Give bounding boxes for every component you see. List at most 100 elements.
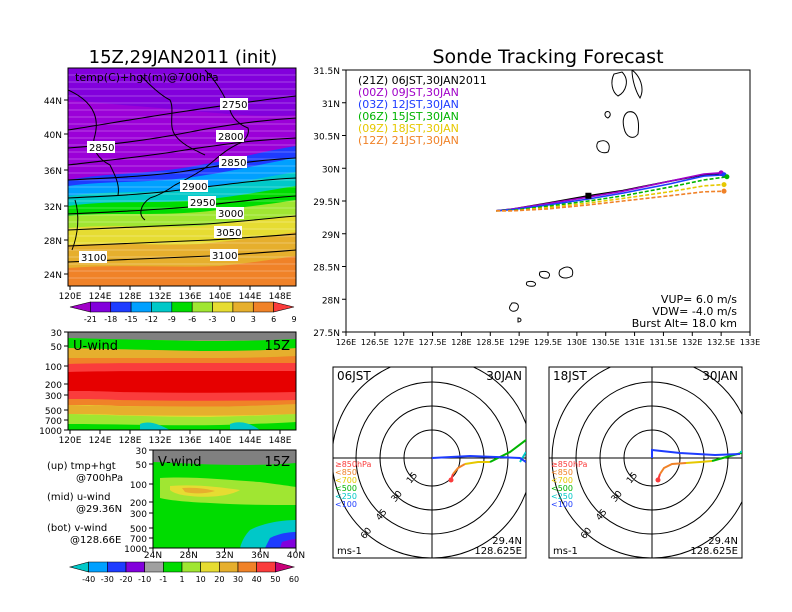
hodograph-level-0: ≥850hPa — [335, 460, 372, 469]
contour-label: 2900 — [182, 182, 207, 193]
colorbar-swatch — [110, 301, 132, 313]
legend-entry-2: (03Z) 12JST,30JAN — [358, 98, 459, 111]
hodograph-level-4: <250 — [551, 492, 573, 501]
v-wind-panel — [153, 450, 296, 548]
contour-label: 2950 — [190, 198, 215, 209]
colorbar-swatch — [252, 301, 274, 313]
contour-label: 2850 — [221, 158, 246, 169]
x-tick-label: 144E — [239, 436, 262, 446]
legend-entry-0: (21Z) 06JST,30JAN2011 — [358, 74, 487, 87]
track-midpoint-marker — [585, 192, 592, 199]
contour-label: 2850 — [89, 143, 114, 154]
x-tick-label: 128E — [119, 436, 142, 446]
colorbar-swatch — [88, 561, 108, 573]
x-tick-label: 128E — [119, 292, 142, 302]
x-tick-label: 128.5E — [476, 338, 504, 347]
hodograph-level-3: <500 — [551, 484, 573, 493]
colorbar-label: -1 — [159, 575, 167, 584]
track-line-2 — [496, 174, 725, 212]
x-tick-label: 124E — [89, 292, 112, 302]
colorbar-label: -30 — [101, 575, 114, 584]
y-tick-label: 700 — [130, 535, 147, 545]
note-up-line2: @700hPa — [76, 473, 123, 484]
y-tick-label: 32N — [44, 203, 62, 213]
hodograph-level-5: <100 — [335, 500, 357, 509]
y-tick-label: 500 — [130, 525, 147, 535]
annotation-vdw: VDW= -4.0 m/s — [652, 305, 737, 318]
colorbar-label: 3 — [251, 315, 256, 324]
hodograph-start-point — [448, 477, 454, 483]
y-tick-label: 500 — [45, 407, 62, 417]
colorbar-label: 1 — [179, 575, 184, 584]
legend-entry-5: (12Z) 21JST,30JAN — [358, 134, 459, 147]
colorbar-label: -40 — [82, 575, 95, 584]
y-tick-label: 29.5N — [313, 198, 340, 208]
colorbar-swatch — [200, 561, 220, 573]
track-coastlines — [509, 70, 643, 323]
u-wind-x-ticks: 120E 124E 128E 132E 136E 140E 144E 148E — [59, 430, 292, 446]
contour-label: 3000 — [218, 209, 243, 220]
x-tick-label: 36N — [251, 551, 269, 561]
x-tick-label: 136E — [179, 292, 202, 302]
y-tick-label: 700 — [45, 417, 62, 427]
track-line-4 — [496, 183, 725, 212]
annotation-vup: VUP= 6.0 m/s — [661, 293, 737, 306]
y-tick-label: 300 — [45, 392, 62, 402]
temperature-colorbar: -21 -18 -15 -12 -9 -6 -3 0 3 6 9 — [69, 301, 297, 324]
x-tick-label: 40N — [287, 551, 305, 561]
v-wind-x-ticks: 24N 28N 32N 36N 40N — [144, 548, 305, 561]
colorbar-swatch — [151, 301, 173, 313]
u-wind-frame — [67, 331, 297, 431]
colorbar-swatch — [237, 561, 257, 573]
x-tick-label: 133E — [740, 338, 760, 347]
x-tick-label: 28N — [180, 551, 198, 561]
note-mid-line2: @29.36N — [76, 504, 122, 515]
contour-label: 3050 — [216, 228, 241, 239]
hodograph-lon: 128.625E — [474, 546, 522, 557]
hodograph-level-0: ≥850hPa — [551, 460, 588, 469]
colorbar-label: 20 — [214, 575, 224, 584]
y-tick-label: 31N — [322, 100, 340, 110]
hodograph-date: 30JAN — [486, 369, 522, 383]
y-tick-label: 1000 — [124, 545, 147, 555]
x-tick-label: 129E — [509, 338, 529, 347]
hodograph-level-2: <700 — [551, 476, 573, 485]
hodograph-level-4: <250 — [335, 492, 357, 501]
colorbar-swatch — [171, 301, 193, 313]
track-end-point — [721, 188, 727, 194]
y-tick-label: 1000 — [39, 427, 62, 437]
y-tick-label: 28N — [322, 296, 340, 306]
hodograph-start-point — [655, 477, 661, 483]
colorbar-label: 6 — [271, 315, 276, 324]
colorbar-swatch — [256, 561, 276, 573]
x-tick-label: 130E — [567, 338, 587, 347]
hodograph-lat: 29.4N — [492, 536, 522, 547]
x-tick-label: 132E — [682, 338, 702, 347]
colorbar-label: 60 — [289, 575, 299, 584]
hodograph-time: 06JST — [337, 369, 371, 383]
y-tick-label: 100 — [45, 363, 62, 373]
colorbar-swatch — [232, 301, 254, 313]
colorbar-label: -12 — [145, 315, 158, 324]
x-tick-label: 127E — [394, 338, 414, 347]
hodograph-time: 18JST — [553, 369, 587, 383]
x-tick-label: 140E — [209, 292, 232, 302]
colorbar-label: -10 — [138, 575, 151, 584]
x-tick-label: 148E — [269, 436, 292, 446]
contour-label: 3100 — [81, 253, 106, 264]
note-up-line1: (up) tmp+hgt — [47, 461, 116, 472]
track-line-5 — [496, 190, 725, 212]
y-tick-label: 30N — [322, 165, 340, 175]
track-legend: (21Z) 06JST,30JAN2011(00Z) 09JST,30JAN(0… — [358, 74, 487, 147]
x-tick-label: 32N — [215, 551, 233, 561]
colorbar-swatch — [107, 561, 127, 573]
panel-notes: (up) tmp+hgt @700hPa (mid) u-wind @29.36… — [47, 461, 123, 546]
temperature-map-y-ticks: 24N 28N 32N 36N 40N 44N — [44, 97, 68, 281]
colorbar-label: 50 — [270, 575, 280, 584]
x-tick-label: 148E — [269, 292, 292, 302]
colorbar-swatch — [191, 301, 213, 313]
x-tick-label: 132.5E — [707, 338, 735, 347]
